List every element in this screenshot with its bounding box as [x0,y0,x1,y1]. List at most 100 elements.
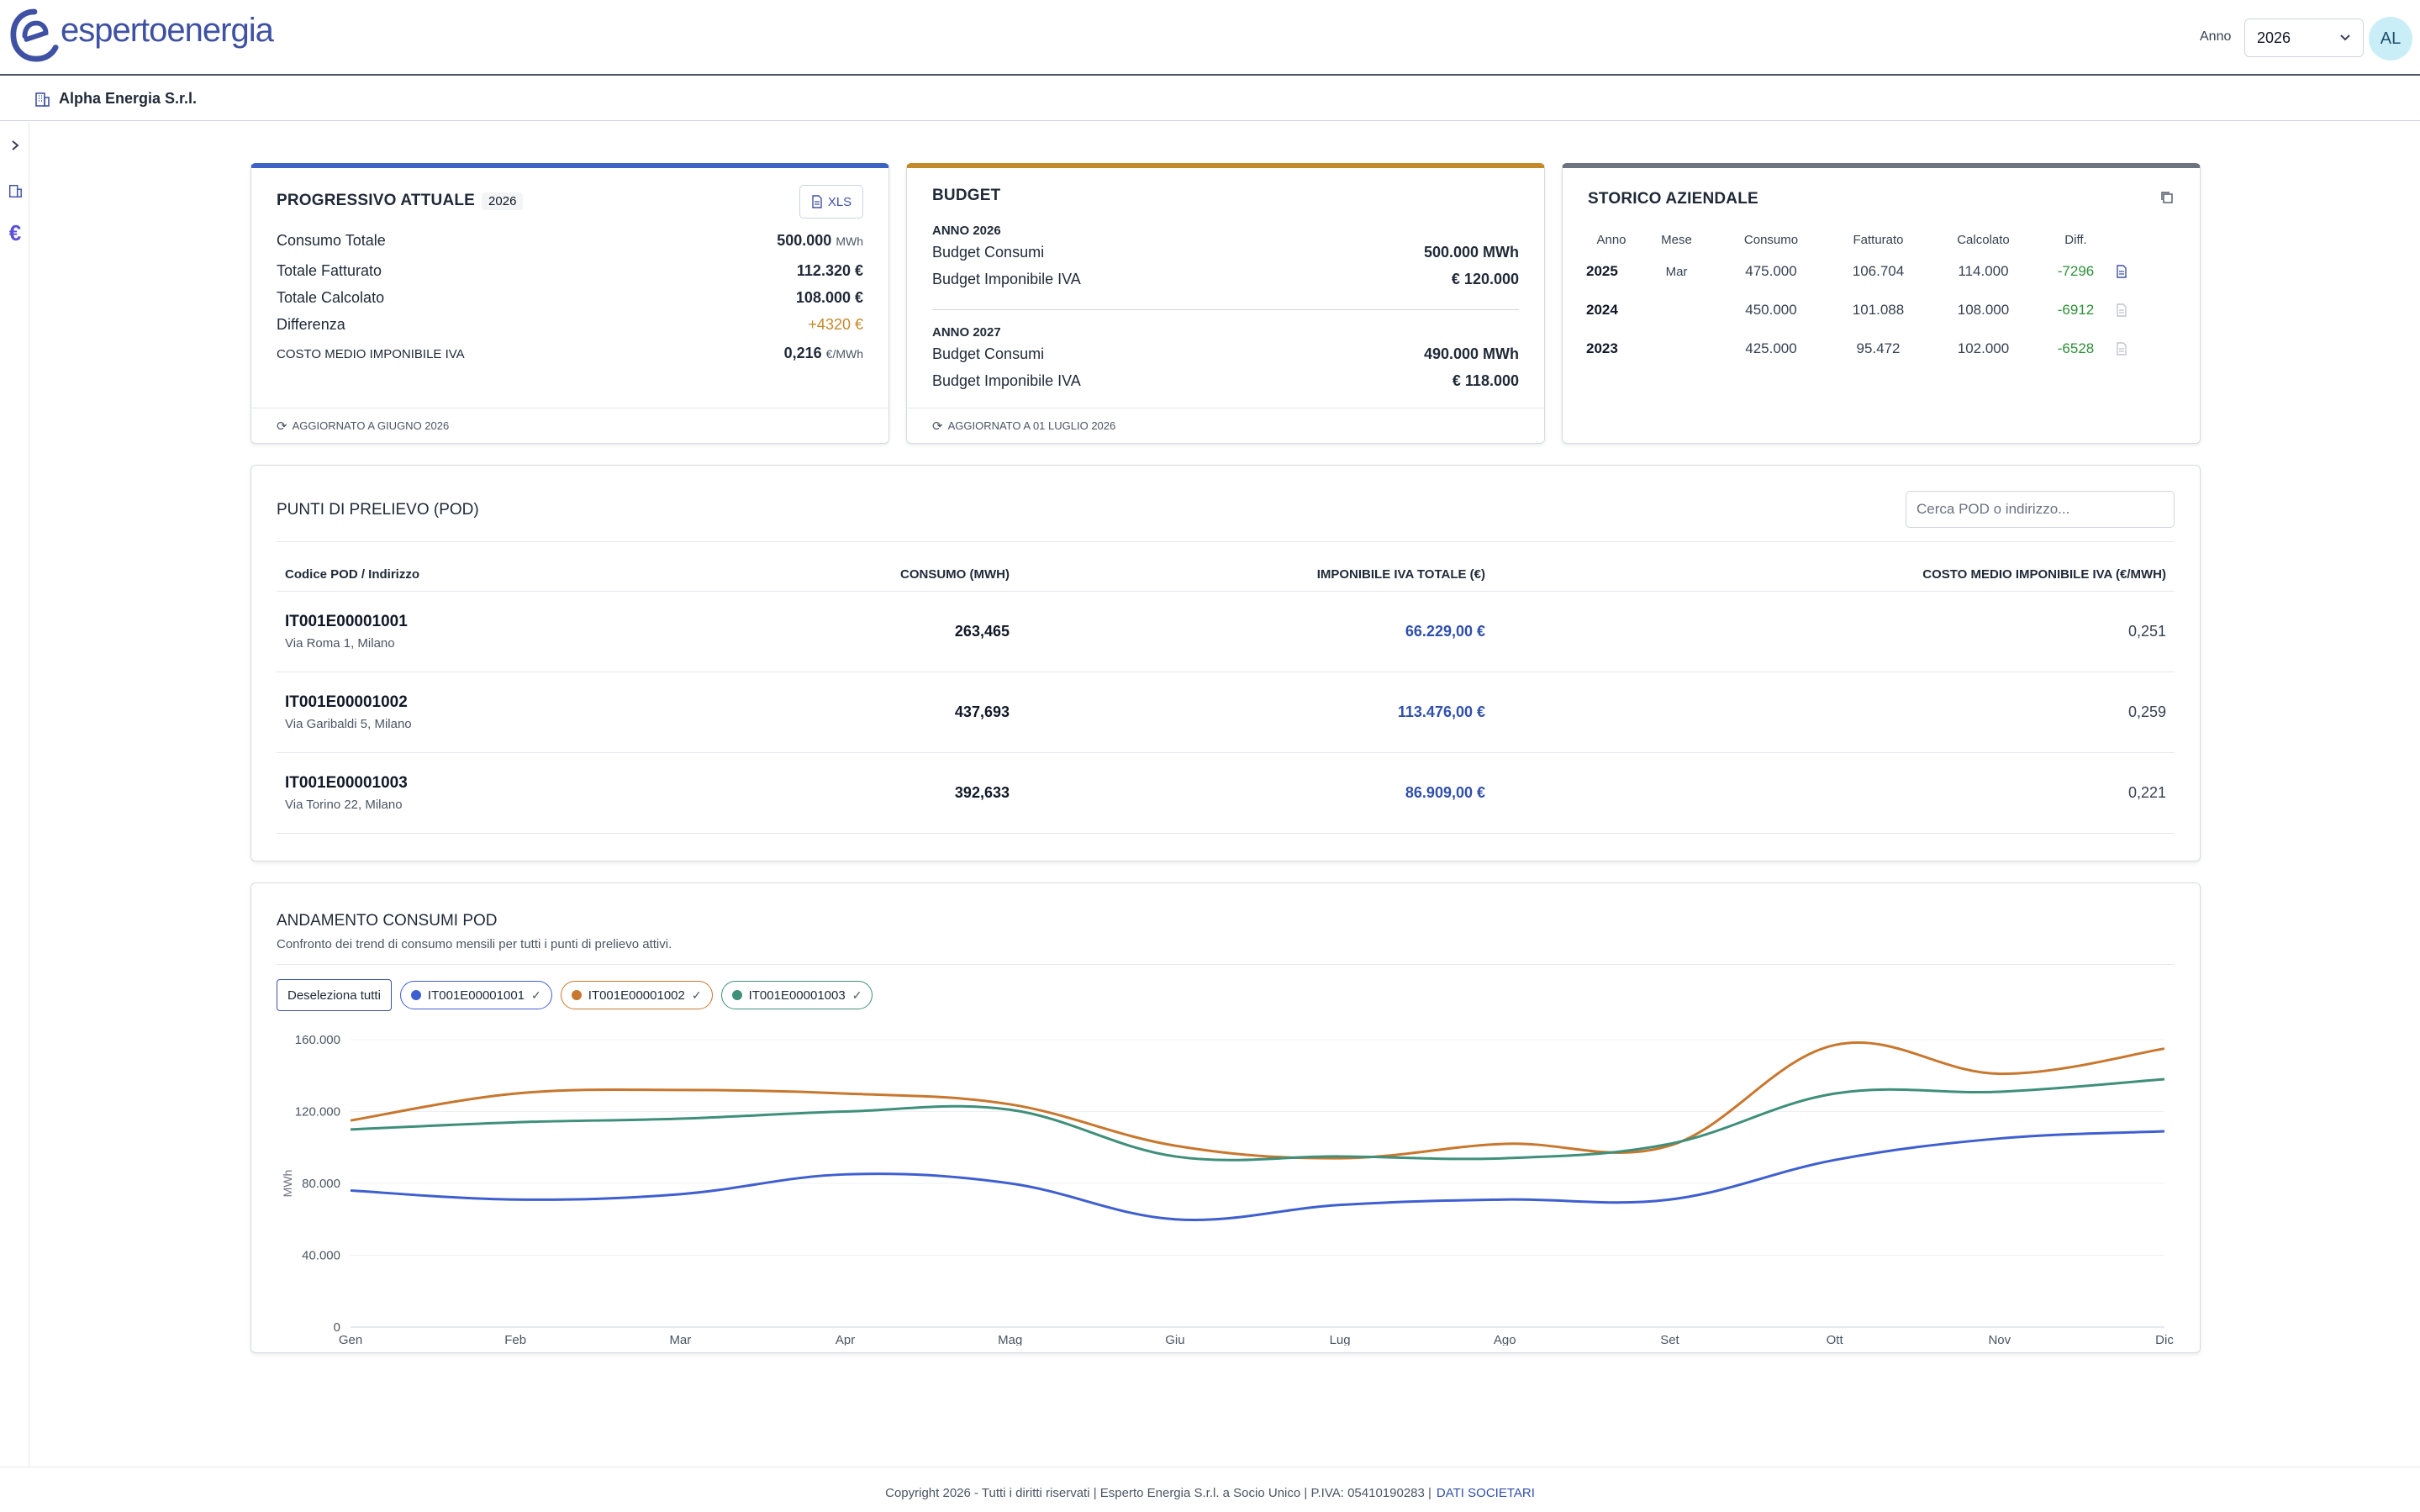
budget-y1-imp-value: € 120.000 [1451,271,1519,287]
differenza-label: Differenza [277,316,345,333]
series-line [350,1077,2165,1162]
legend-pill-series-3[interactable]: IT001E00001003 ✓ [720,981,873,1009]
andamento-divider [277,964,2175,965]
progressivo-updated: ⟳ AGGIORNATO A GIUGNO 2026 [251,408,888,443]
table-row[interactable]: IT001E00001003 Via Torino 22, Milano 392,… [277,753,2175,834]
budget-y1-imp-label: Budget Imponibile IVA [932,271,1081,287]
y-tick-label: 80.000 [302,1177,340,1191]
document-icon[interactable] [2116,303,2127,317]
pod-address: Via Garibaldi 5, Milano [285,717,412,731]
budget-y2-consumi-row: Budget Consumi 490.000 MWh [932,345,1519,372]
top-bar: espertoenergia Anno 2026 AL [0,0,2420,76]
pod-col-codice: Codice POD / Indirizzo [285,567,420,582]
pod-search-input[interactable] [1906,491,2175,528]
document-icon[interactable] [2116,265,2127,278]
dati-societari-link[interactable]: DATI SOCIETARI [1436,1486,1535,1500]
storico-col-mese: Mese [1661,232,1692,247]
storico-consumo: 425.000 [1745,340,1797,356]
storico-calcolato: 108.000 [1957,302,2010,318]
anno-label: Anno [2200,29,2232,44]
x-tick-label: Gen [339,1333,362,1346]
legend-pill-series-1[interactable]: IT001E00001001 ✓ [399,981,552,1009]
euro-icon[interactable]: € [8,219,22,245]
y-tick-label: 40.000 [302,1249,340,1263]
chevron-right-icon[interactable] [7,137,24,154]
y-tick-label: 0 [334,1320,340,1335]
document-icon[interactable] [2116,342,2127,356]
pod-address: Via Roma 1, Milano [285,636,395,651]
pod-costo: 0,259 [2127,703,2166,720]
logo[interactable]: espertoenergia [10,7,274,66]
pod-costo: 0,251 [2127,623,2166,640]
storico-consumo: 450.000 [1745,302,1797,318]
legend-dot [571,990,582,1000]
footer-text: Copyright 2026 - Tutti i diritti riserva… [885,1486,1431,1500]
table-row[interactable]: IT001E00001002 Via Garibaldi 5, Milano 43… [277,672,2175,753]
series-line [350,1130,2165,1222]
check-icon: ✓ [851,988,862,1002]
x-tick-label: Feb [504,1333,526,1346]
andamento-card: ANDAMENTO CONSUMI POD Confronto dei tren… [250,882,2201,1353]
costo-medio-value: 0,216 [783,345,822,361]
x-tick-label: Mar [669,1333,691,1346]
legend-pill-series-2[interactable]: IT001E00001002 ✓ [560,981,713,1009]
budget-updated-text: AGGIORNATO A 01 LUGLIO 2026 [947,419,1116,432]
pod-imponibile: 86.909,00 € [1405,784,1485,801]
budget-rows: ANNO 2026 Budget Consumi 500.000 MWh Bud… [932,219,1519,399]
table-row[interactable]: IT001E00001001 Via Roma 1, Milano 263,465… [277,592,2175,672]
storico-diff: -7296 [2057,263,2095,279]
budget-divider [932,309,1519,310]
pod-code[interactable]: IT001E00001003 [285,774,408,792]
building-icon [35,92,50,107]
pod-consumo: 263,465 [954,623,1010,640]
progressivo-header: PROGRESSIVO ATTUALE 2026 [277,192,524,210]
budget-y2-consumi-label: Budget Consumi [932,345,1045,362]
budget-title: BUDGET [932,187,1001,204]
copy-icon[interactable] [2159,190,2175,205]
pod-address: Via Torino 22, Milano [285,798,403,812]
storico-row: 2025 Mar 475.000 106.704 114.000 -7296 [1586,252,2208,291]
consumo-totale-row: Consumo Totale 500.000 MWh [277,232,863,262]
left-rail: € [0,122,29,1467]
user-avatar[interactable]: AL [2369,17,2412,61]
pod-consumo: 437,693 [954,703,1010,720]
company-name[interactable]: Alpha Energia S.r.l. [59,90,198,107]
pod-code[interactable]: IT001E00001001 [285,613,408,630]
check-icon: ✓ [691,988,702,1002]
totale-fatturato-value: 112.320 € [796,262,863,279]
consumo-totale-label: Consumo Totale [277,232,386,249]
progressivo-updated-text: AGGIORNATO A GIUGNO 2026 [292,419,450,432]
andamento-title: ANDAMENTO CONSUMI POD [277,912,498,930]
x-tick-label: Mag [998,1333,1022,1346]
building-icon[interactable] [7,182,24,199]
year-badge: 2026 [482,192,524,210]
deselect-all-button[interactable]: Deseleziona tutti [277,979,392,1011]
storico-table: Anno Mese Consumo Fatturato Calcolato Di… [1586,227,2208,368]
totale-calcolato-row: Totale Calcolato 108.000 € [277,289,863,316]
storico-col-consumo: Consumo [1743,232,1799,247]
storico-calcolato: 114.000 [1958,263,2009,279]
budget-updated: ⟳ AGGIORNATO A 01 LUGLIO 2026 [907,408,1544,443]
progressivo-rows: Consumo Totale 500.000 MWh Totale Fattur… [277,232,863,373]
storico-col-calcolato: Calcolato [1957,232,2010,247]
chevron-down-icon [2340,34,2350,41]
storico-diff: -6528 [2057,340,2095,356]
storico-anno: 2023 [1586,340,1618,356]
consumo-totale-value: 500.000 [777,232,832,249]
storico-col-anno: Anno [1596,232,1627,247]
totale-calcolato-value: 108.000 € [795,289,863,306]
refresh-icon: ⟳ [277,419,287,434]
pod-costo: 0,221 [2127,784,2166,801]
x-tick-label: Set [1660,1333,1679,1346]
file-icon [812,195,822,208]
storico-diff: -6912 [2057,302,2095,318]
anno-select[interactable]: 2026 [2244,18,2364,57]
storico-anno: 2025 [1586,263,1618,279]
check-icon: ✓ [531,988,541,1002]
pod-code[interactable]: IT001E00001002 [285,693,408,711]
pod-imponibile: 113.476,00 € [1397,703,1485,720]
legend-label: IT001E00001002 [588,988,685,1003]
storico-row: 2024 450.000 101.088 108.000 -6912 [1586,291,2208,329]
xls-export-button[interactable]: XLS [799,185,863,219]
pod-table: Codice POD / Indirizzo CONSUMO (MWH) IMP… [277,558,2175,834]
